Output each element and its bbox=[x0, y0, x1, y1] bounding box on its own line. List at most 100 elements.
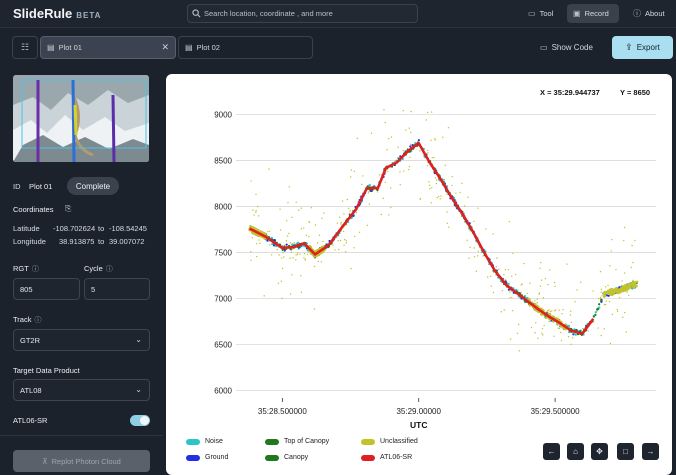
legend-unclassified[interactable]: Unclassified bbox=[361, 438, 418, 445]
unclassified-point bbox=[402, 109, 404, 112]
unclassified-point bbox=[405, 129, 407, 131]
unclassified-point bbox=[475, 270, 478, 272]
export-button[interactable]: ⇪ Export bbox=[612, 36, 673, 59]
unclassified-point bbox=[616, 310, 619, 312]
unclassified-point bbox=[540, 279, 543, 281]
copy-icon[interactable]: ⎘ bbox=[65, 204, 72, 213]
unclassified-point bbox=[280, 280, 283, 282]
unclassified-point bbox=[605, 286, 607, 288]
tab-plot-02[interactable]: ▤ Plot 02 bbox=[178, 36, 313, 59]
unclassified-band-point bbox=[627, 282, 631, 286]
show-code-button[interactable]: ▭ Show Code bbox=[535, 36, 598, 59]
unclassified-point bbox=[518, 323, 520, 326]
unclassified-point bbox=[514, 273, 517, 276]
unclassified-point bbox=[322, 240, 324, 243]
unclassified-point bbox=[370, 132, 373, 134]
y-tick-label: 7000 bbox=[214, 295, 232, 304]
unclassified-point bbox=[544, 278, 546, 280]
pan-icon[interactable]: ✥ bbox=[591, 443, 608, 460]
unclassified-point bbox=[255, 211, 257, 213]
forward-icon[interactable]: → bbox=[642, 443, 659, 460]
track-select[interactable]: GT2R ⌄ bbox=[13, 329, 150, 351]
rgt-label: RGT ⓘ bbox=[13, 264, 39, 274]
unclassified-point bbox=[543, 324, 545, 327]
new-plot-button[interactable]: ☷ bbox=[12, 36, 38, 59]
unclassified-band-point bbox=[628, 285, 632, 289]
unclassified-point bbox=[634, 239, 636, 242]
unclassified-point bbox=[306, 253, 309, 256]
export-icon: ⇪ bbox=[625, 42, 633, 52]
latitude-from: -108.702624 bbox=[53, 224, 96, 233]
zoom-box-icon[interactable]: □ bbox=[617, 443, 634, 460]
unclassified-point bbox=[512, 252, 514, 254]
unclassified-point bbox=[350, 176, 352, 178]
unclassified-point bbox=[291, 274, 293, 276]
info-icon[interactable]: ⓘ bbox=[34, 317, 42, 324]
unclassified-band-point bbox=[556, 317, 559, 321]
atl06-toggle[interactable] bbox=[130, 415, 150, 426]
legend-label: Top of Canopy bbox=[284, 438, 330, 445]
legend-swatch bbox=[361, 438, 375, 445]
sidebar-divider bbox=[0, 435, 163, 436]
search-input[interactable] bbox=[204, 9, 414, 18]
photon-chart[interactable]: 6000 6500 7000 7500 8000 8500 9000 35:28.500000… bbox=[166, 74, 672, 434]
legend-noise[interactable]: Noise bbox=[186, 438, 223, 445]
nav-tool-label: Tool bbox=[539, 9, 554, 18]
unclassified-point bbox=[338, 248, 340, 251]
unclassified-point bbox=[496, 257, 498, 259]
info-icon[interactable]: ⓘ bbox=[31, 266, 39, 273]
unclassified-point bbox=[469, 246, 471, 249]
replot-button[interactable]: ⊼ Replot Photon Cloud bbox=[13, 450, 150, 472]
rgt-input[interactable]: 805 bbox=[13, 278, 80, 300]
unclassified-point bbox=[438, 195, 440, 198]
noise-point bbox=[574, 333, 577, 336]
unclassified-point bbox=[390, 187, 392, 189]
search-box[interactable] bbox=[187, 4, 418, 23]
unclassified-band-point bbox=[626, 285, 630, 289]
home-icon[interactable]: ⌂ bbox=[567, 443, 584, 460]
legend-canopy[interactable]: Canopy bbox=[265, 454, 308, 461]
coordinates-label: Coordinates bbox=[13, 205, 54, 214]
nav-tool-button[interactable]: ▭ Tool bbox=[522, 4, 559, 23]
unclassified-point bbox=[597, 297, 600, 300]
unclassified-point bbox=[461, 182, 463, 184]
unclassified-point bbox=[433, 157, 435, 159]
unclassified-band-point bbox=[608, 289, 612, 292]
unclassified-point bbox=[316, 242, 319, 244]
info-icon[interactable]: ⓘ bbox=[105, 266, 113, 273]
nav-about-button[interactable]: ⓘ About bbox=[627, 4, 671, 23]
cycle-input[interactable]: 5 bbox=[84, 278, 150, 300]
unclassified-point bbox=[320, 261, 323, 263]
unclassified-point bbox=[419, 198, 421, 200]
unclassified-point bbox=[350, 169, 353, 171]
tab-plot-01[interactable]: ▤ Plot 01 ✕ bbox=[40, 36, 176, 59]
nav-record-button[interactable]: ▣ Record bbox=[567, 4, 619, 23]
product-select[interactable]: ATL08 ⌄ bbox=[13, 379, 150, 401]
legend-atl06-sr[interactable]: ATL06-SR bbox=[361, 454, 412, 461]
unclassified-point bbox=[436, 196, 438, 199]
unclassified-point bbox=[622, 316, 624, 319]
y-tick-label: 8500 bbox=[214, 157, 232, 166]
canopy-point bbox=[594, 313, 597, 316]
unclassified-point bbox=[300, 207, 303, 209]
unclassified-point bbox=[558, 309, 560, 311]
unclassified-point bbox=[632, 279, 634, 282]
y-tick-label: 6000 bbox=[214, 387, 232, 396]
unclassified-point bbox=[419, 150, 421, 152]
x-tick-label: 35:29.00000 bbox=[396, 407, 441, 416]
back-icon[interactable]: ← bbox=[543, 443, 560, 460]
close-icon[interactable]: ✕ bbox=[161, 42, 169, 52]
noise-point bbox=[409, 145, 412, 148]
unclassified-point bbox=[562, 308, 564, 311]
map-thumbnail[interactable] bbox=[13, 75, 149, 162]
legend-top-of-canopy[interactable]: Top of Canopy bbox=[265, 438, 329, 445]
unclassified-point bbox=[548, 309, 550, 311]
beta-badge: BETA bbox=[76, 11, 102, 20]
legend-swatch bbox=[361, 454, 375, 461]
unclassified-point bbox=[504, 269, 507, 271]
app-brand[interactable]: SlideRule BETA bbox=[13, 6, 101, 21]
unclassified-point bbox=[345, 242, 348, 244]
legend-ground[interactable]: Ground bbox=[186, 454, 228, 461]
canopy-point bbox=[592, 315, 596, 318]
track-label-text: Track bbox=[13, 315, 32, 324]
